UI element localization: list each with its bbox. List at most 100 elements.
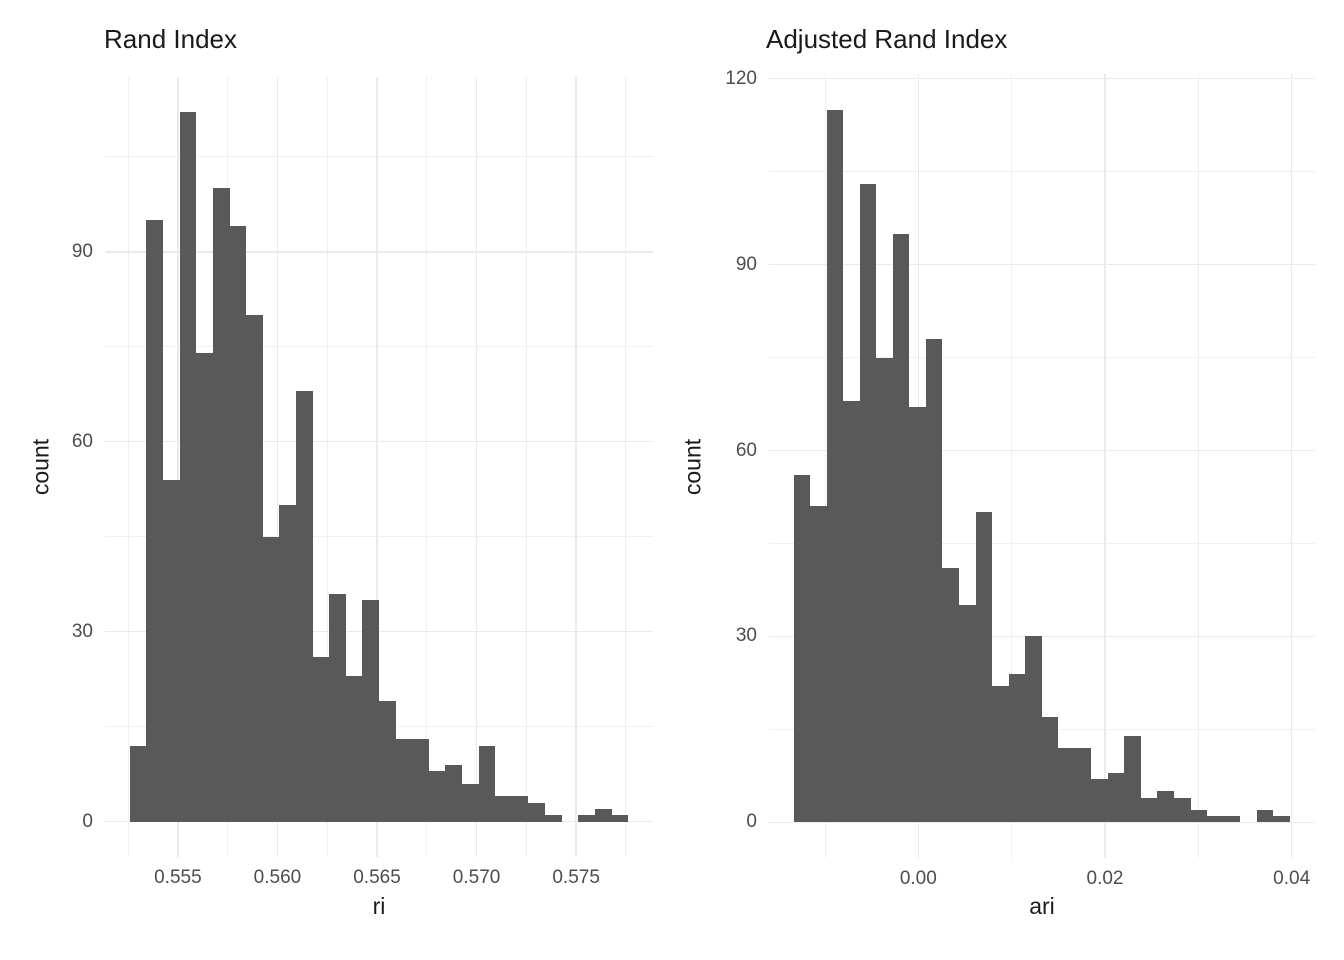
histogram-bar bbox=[595, 808, 612, 822]
y-tick-label: 0 bbox=[82, 810, 93, 832]
histogram-bar bbox=[578, 815, 595, 822]
histogram-bar bbox=[379, 701, 396, 822]
histogram-bar bbox=[180, 112, 196, 822]
histogram-bar bbox=[196, 353, 213, 822]
y-tick-label: 60 bbox=[735, 439, 757, 461]
y-tick-label: 0 bbox=[746, 811, 757, 833]
histogram-bar bbox=[346, 675, 362, 822]
y-tick-label: 120 bbox=[725, 67, 757, 89]
plot-panel bbox=[105, 77, 653, 857]
gridline-minor-vertical bbox=[824, 74, 826, 858]
gridline-minor-vertical bbox=[625, 77, 627, 857]
gridline-minor-vertical bbox=[426, 77, 428, 857]
gridline-major-horizontal bbox=[769, 821, 1315, 824]
histogram-bar bbox=[612, 815, 628, 822]
gridline-major-horizontal bbox=[105, 440, 653, 443]
histogram-bar bbox=[843, 400, 860, 823]
histogram-bar bbox=[1174, 797, 1191, 823]
histogram-bar bbox=[876, 357, 893, 823]
histogram-bar bbox=[1224, 816, 1240, 823]
histogram-bar bbox=[1108, 772, 1124, 823]
histogram-bar bbox=[959, 605, 976, 823]
histogram-bar bbox=[296, 391, 313, 822]
histogram-bar bbox=[992, 686, 1009, 823]
x-tick-label: 0.04 bbox=[1273, 868, 1311, 889]
x-tick-label: 0.565 bbox=[353, 867, 401, 888]
histogram-bar bbox=[528, 802, 545, 822]
histogram-bar bbox=[810, 506, 827, 823]
y-tick-label: 90 bbox=[735, 253, 757, 275]
histogram-bar bbox=[396, 739, 412, 822]
histogram-bar bbox=[794, 475, 810, 823]
gridline-minor-horizontal bbox=[105, 346, 653, 348]
histogram-bar bbox=[1058, 747, 1075, 823]
histogram-bar bbox=[1042, 717, 1058, 823]
histogram-bar bbox=[1075, 747, 1091, 823]
histogram-bar bbox=[362, 599, 379, 822]
histogram-bar bbox=[1025, 636, 1042, 823]
gridline-minor-vertical bbox=[525, 77, 527, 857]
gridline-major-vertical bbox=[1290, 74, 1293, 858]
histogram-bar bbox=[909, 407, 926, 823]
x-axis-label: ari bbox=[1029, 893, 1055, 919]
gridline-major-vertical bbox=[1104, 74, 1106, 858]
histogram-bar bbox=[163, 479, 180, 822]
gridline-major-vertical bbox=[475, 77, 478, 857]
histogram-bar bbox=[942, 568, 959, 823]
gridline-minor-vertical bbox=[1011, 74, 1013, 858]
gridline-minor-horizontal bbox=[769, 542, 1315, 544]
histogram-bar bbox=[445, 764, 462, 822]
histogram-bar bbox=[926, 338, 942, 823]
histogram-bar bbox=[545, 815, 562, 822]
histogram-bar bbox=[213, 188, 230, 822]
gridline-minor-vertical bbox=[127, 77, 129, 857]
histogram-bar bbox=[1141, 797, 1157, 823]
histogram-bar bbox=[146, 220, 163, 822]
histogram-bar bbox=[1009, 673, 1025, 823]
x-tick-label: 0.560 bbox=[253, 867, 302, 888]
histogram-bar bbox=[412, 739, 429, 822]
histogram-bar bbox=[1257, 809, 1273, 823]
x-tick-label: 0.00 bbox=[899, 868, 937, 889]
y-tick-label: 60 bbox=[71, 430, 93, 452]
histogram-bar bbox=[1191, 809, 1207, 823]
histogram-bar bbox=[130, 745, 146, 822]
histogram-bar bbox=[329, 593, 346, 822]
x-axis-label: ri bbox=[372, 893, 386, 919]
y-tick-label: 90 bbox=[71, 240, 93, 262]
gridline-major-vertical bbox=[276, 77, 279, 857]
gridline-major-horizontal bbox=[769, 263, 1315, 266]
plot-title: Rand Index bbox=[104, 24, 237, 54]
histogram-bar bbox=[313, 656, 329, 822]
x-tick-label: 0.555 bbox=[154, 867, 202, 888]
y-tick-label: 30 bbox=[735, 625, 757, 647]
gridline-minor-horizontal bbox=[105, 536, 653, 538]
histogram-bar bbox=[827, 109, 843, 823]
histogram-bar bbox=[893, 233, 909, 823]
gridline-major-horizontal bbox=[105, 630, 653, 633]
histogram-bar bbox=[263, 536, 279, 822]
gridline-minor-horizontal bbox=[105, 156, 653, 158]
histogram-bar bbox=[1273, 816, 1290, 823]
gridline-minor-horizontal bbox=[769, 171, 1315, 173]
plot-panel bbox=[769, 74, 1315, 858]
histogram-bar bbox=[976, 512, 992, 823]
gridline-major-vertical bbox=[376, 77, 378, 857]
x-tick-label: 0.02 bbox=[1086, 868, 1124, 889]
histogram-bar bbox=[230, 226, 246, 822]
histogram-bar bbox=[462, 783, 479, 822]
histogram-bar bbox=[479, 745, 495, 822]
gridline-major-horizontal bbox=[769, 77, 1315, 80]
gridline-major-horizontal bbox=[105, 250, 653, 253]
gridline-minor-horizontal bbox=[769, 357, 1315, 359]
gridline-major-horizontal bbox=[769, 635, 1315, 638]
histogram-bar bbox=[1091, 778, 1108, 823]
x-tick-label: 0.575 bbox=[552, 867, 600, 888]
y-tick-label: 30 bbox=[71, 620, 93, 642]
histogram-bar bbox=[495, 796, 512, 822]
plot-title: Adjusted Rand Index bbox=[766, 24, 1008, 54]
histogram-bar bbox=[860, 184, 876, 823]
histogram-bar bbox=[1124, 735, 1141, 823]
histogram-bar bbox=[429, 770, 445, 822]
gridline-minor-vertical bbox=[326, 77, 328, 857]
